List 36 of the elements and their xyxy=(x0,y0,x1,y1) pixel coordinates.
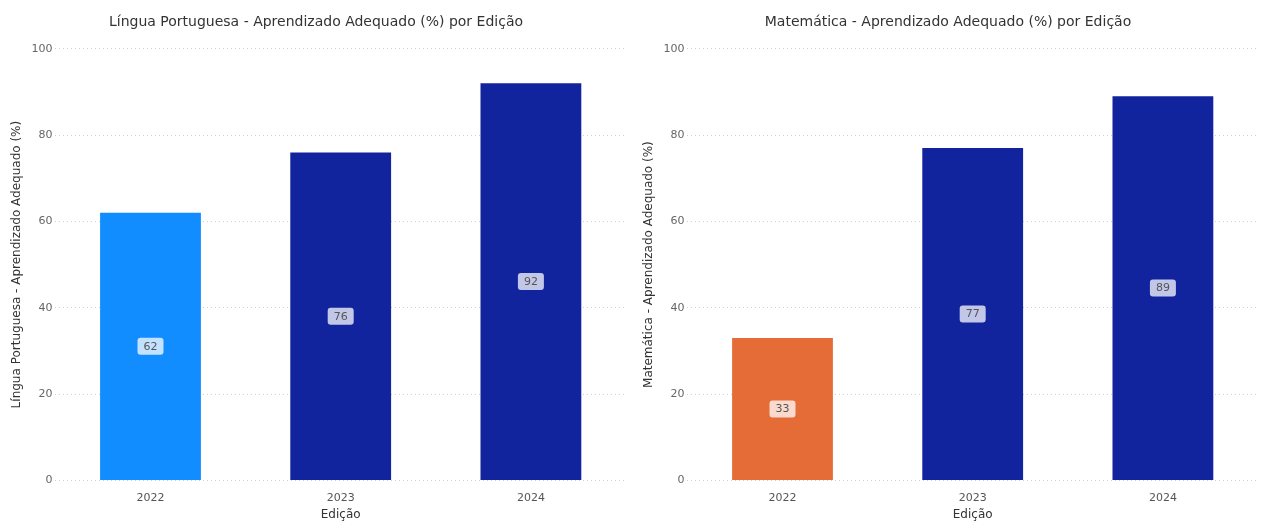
x-tick-label: 2023 xyxy=(326,490,355,504)
y-tick-label: 60 xyxy=(670,214,685,228)
x-tick-label: 2022 xyxy=(136,490,165,504)
bar xyxy=(290,152,392,480)
data-label: 89 xyxy=(1155,281,1170,295)
data-label: 77 xyxy=(965,307,980,321)
x-axis-title: Edição xyxy=(320,506,361,521)
bar xyxy=(100,212,201,480)
y-axis-title: Língua Portuguesa - Aprendizado Adequado (%) xyxy=(9,120,24,409)
x-tick-label: 2022 xyxy=(768,490,797,504)
data-label: 33 xyxy=(775,402,790,416)
bar xyxy=(732,337,833,480)
y-tick-label: 20 xyxy=(38,386,53,400)
bar xyxy=(1112,96,1214,480)
y-tick-label: 40 xyxy=(670,300,685,314)
data-label: 76 xyxy=(333,309,348,323)
bar xyxy=(922,148,1024,480)
y-tick-label: 80 xyxy=(38,127,53,141)
x-tick-label: 2023 xyxy=(958,490,987,504)
y-axis-title: Matemática - Aprendizado Adequado (%) xyxy=(641,141,656,388)
chart-title: Língua Portuguesa - Aprendizado Adequado (%) por Edição xyxy=(108,13,524,30)
y-tick-label: 40 xyxy=(38,300,53,314)
bar xyxy=(480,83,582,480)
x-tick-label: 2024 xyxy=(1148,490,1177,504)
data-label: 62 xyxy=(143,339,158,353)
y-tick-label: 20 xyxy=(670,386,685,400)
y-tick-label: 100 xyxy=(31,41,53,55)
chart-title: Matemática - Aprendizado Adequado (%) por Edição xyxy=(764,13,1132,30)
x-axis-title: Edição xyxy=(952,506,993,521)
y-tick-label: 80 xyxy=(670,127,685,141)
x-tick-label: 2024 xyxy=(516,490,545,504)
y-tick-label: 60 xyxy=(38,214,53,228)
data-label: 92 xyxy=(523,274,538,288)
y-tick-label: 0 xyxy=(677,473,685,487)
y-tick-label: 0 xyxy=(45,473,53,487)
y-tick-label: 100 xyxy=(663,41,685,55)
